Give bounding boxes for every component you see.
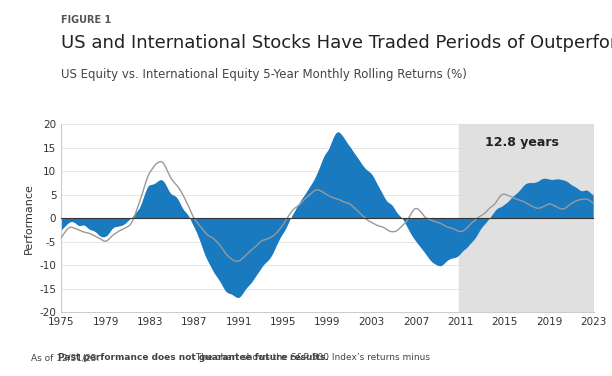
Text: The chart shows the S&P 500 Index’s returns minus: The chart shows the S&P 500 Index’s retu… (193, 353, 430, 362)
Text: US Equity vs. International Equity 5-Year Monthly Rolling Returns (%): US Equity vs. International Equity 5-Yea… (61, 68, 467, 81)
Text: FIGURE 1: FIGURE 1 (61, 15, 111, 25)
Text: As of 12/31/23.: As of 12/31/23. (31, 353, 102, 362)
Y-axis label: Performance: Performance (24, 183, 34, 253)
Text: Past performance does not guarantee future results.: Past performance does not guarantee futu… (58, 353, 329, 362)
Bar (460, 124, 595, 312)
Text: US and International Stocks Have Traded Periods of Outperformance: US and International Stocks Have Traded … (61, 34, 612, 52)
Text: 12.8 years: 12.8 years (485, 136, 559, 149)
